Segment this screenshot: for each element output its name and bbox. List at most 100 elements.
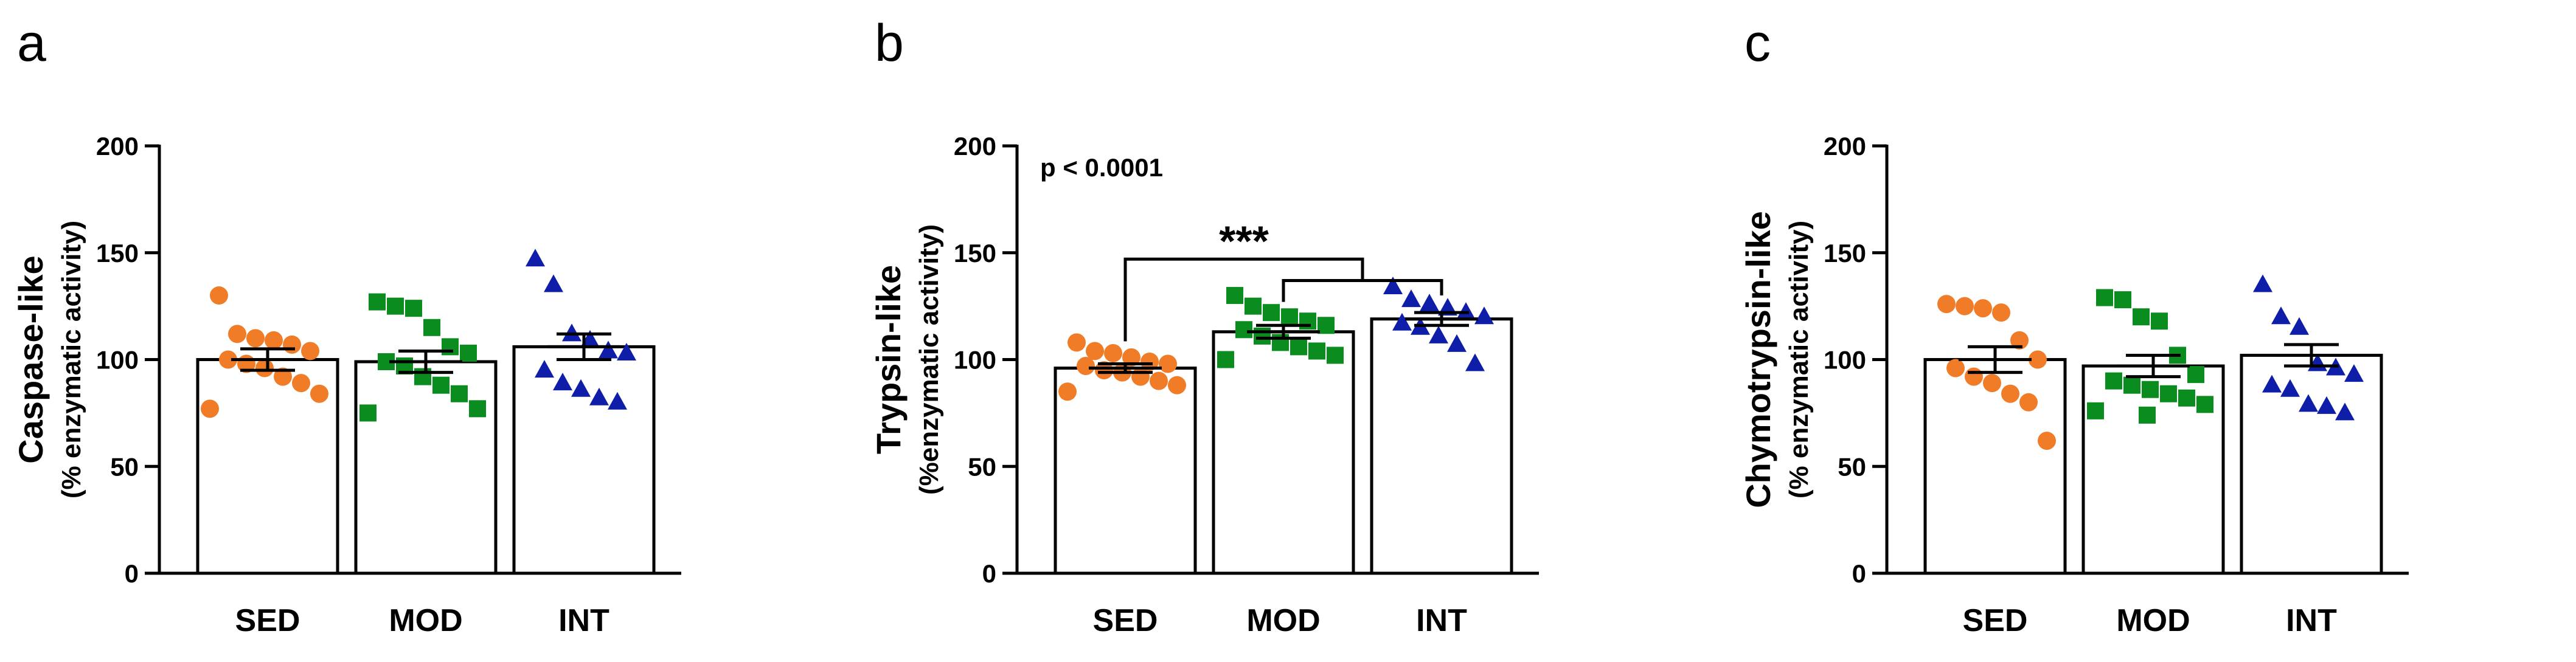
data-point	[2001, 384, 2019, 403]
data-point	[1447, 334, 1467, 352]
p-value-annotation: p < 0.0001	[1040, 153, 1163, 182]
data-point	[2087, 402, 2104, 419]
x-tick-label: INT	[1416, 603, 1467, 638]
data-point	[442, 338, 459, 356]
x-tick-label: SED	[235, 603, 300, 638]
data-point	[1131, 367, 1150, 386]
significance-bracket	[1123, 257, 1364, 342]
y-tick-label: 100	[954, 346, 996, 374]
data-point	[1401, 289, 1421, 308]
y-axis-title: Trypsin-like	[869, 265, 908, 454]
x-tick-label: INT	[558, 603, 609, 638]
data-point	[1974, 299, 1992, 318]
bar-mod	[354, 360, 498, 575]
data-point	[1254, 327, 1271, 345]
data-point	[2280, 379, 2300, 397]
data-point	[405, 300, 422, 317]
data-point	[1263, 304, 1280, 322]
data-point	[1474, 306, 1494, 325]
data-point	[2196, 396, 2213, 413]
data-point	[2262, 374, 2282, 393]
data-point	[2010, 331, 2029, 350]
y-tick-label: 100	[96, 346, 139, 374]
x-tick-label: SED	[1963, 603, 2028, 638]
data-point	[2096, 289, 2113, 306]
data-point	[2299, 394, 2318, 412]
data-point	[2317, 396, 2336, 414]
data-point	[2271, 306, 2291, 325]
data-point	[1383, 276, 1403, 294]
data-point	[310, 384, 328, 403]
data-point	[219, 350, 237, 369]
y-axis-subtitle: (%enzymatic activity)	[914, 224, 944, 495]
data-point	[246, 329, 265, 348]
data-point	[1150, 371, 1168, 390]
x-tick-label: SED	[1093, 603, 1158, 638]
data-point	[1465, 353, 1485, 371]
y-tick-label: 100	[1824, 346, 1866, 374]
bar-int	[512, 345, 656, 575]
y-tick-label: 150	[96, 239, 139, 267]
data-point	[2133, 308, 2150, 326]
data-point	[1992, 303, 2010, 322]
data-point	[265, 331, 283, 350]
data-point	[617, 342, 636, 360]
y-axis-subtitle: (% enzymatic activity)	[1784, 221, 1814, 498]
data-point	[526, 249, 545, 267]
data-point	[460, 344, 477, 362]
data-point	[1299, 312, 1316, 330]
x-tick-label: MOD	[389, 603, 462, 638]
y-axis-title: Caspase-like	[12, 255, 50, 463]
data-point	[2344, 364, 2364, 382]
y-tick-label: 200	[1824, 132, 1866, 160]
data-point	[255, 359, 274, 378]
data-point	[210, 286, 228, 305]
bar-sed	[1054, 367, 1197, 575]
panel-c: c Chymotrypsin-like (% enzymatic activity)…	[1739, 14, 2409, 638]
data-point	[1965, 367, 1983, 386]
panel-b: b Trypsin-like (%enzymatic activity) 0 50 100…	[869, 14, 1539, 638]
data-point	[1956, 297, 1974, 315]
data-point	[1068, 333, 1086, 352]
data-point	[1095, 361, 1113, 380]
panel-letter: a	[17, 14, 46, 72]
y-tick-label: 150	[1824, 239, 1866, 267]
data-point	[1235, 321, 1252, 339]
data-point	[1983, 374, 2001, 393]
data-point	[1429, 325, 1448, 343]
data-point	[1245, 297, 1262, 315]
y-axis-subtitle: (% enzymatic activity)	[57, 221, 86, 498]
y-tick-label: 0	[125, 559, 139, 588]
data-point	[1159, 354, 1177, 373]
data-point	[201, 399, 219, 418]
data-point	[1122, 348, 1140, 367]
y-tick-label: 200	[96, 132, 139, 160]
data-point	[608, 391, 627, 410]
data-point	[387, 297, 404, 315]
data-point	[599, 340, 618, 359]
data-point	[292, 374, 310, 393]
data-point	[2142, 381, 2159, 398]
data-point	[1308, 342, 1325, 360]
x-tick-label: MOD	[2116, 603, 2190, 638]
data-point	[1104, 343, 1122, 362]
panel-a: a Caspase-like (% enzymatic activity) 0 50 10…	[12, 14, 681, 638]
y-tick-label: 200	[954, 132, 996, 160]
significance-bracket	[1282, 278, 1443, 302]
bar-mod	[1212, 330, 1355, 575]
data-point	[1226, 287, 1243, 305]
data-point	[589, 387, 609, 405]
data-point	[359, 404, 377, 422]
data-point	[1937, 295, 1956, 314]
data-point	[2114, 291, 2131, 309]
data-point	[2253, 274, 2272, 292]
data-point	[2335, 402, 2355, 421]
data-point	[1327, 347, 1344, 364]
data-point	[1946, 359, 1965, 378]
data-point	[369, 293, 386, 311]
y-tick-label: 50	[110, 452, 139, 481]
data-point	[544, 274, 563, 292]
panel-letter: b	[875, 14, 904, 72]
data-point	[2123, 376, 2140, 394]
